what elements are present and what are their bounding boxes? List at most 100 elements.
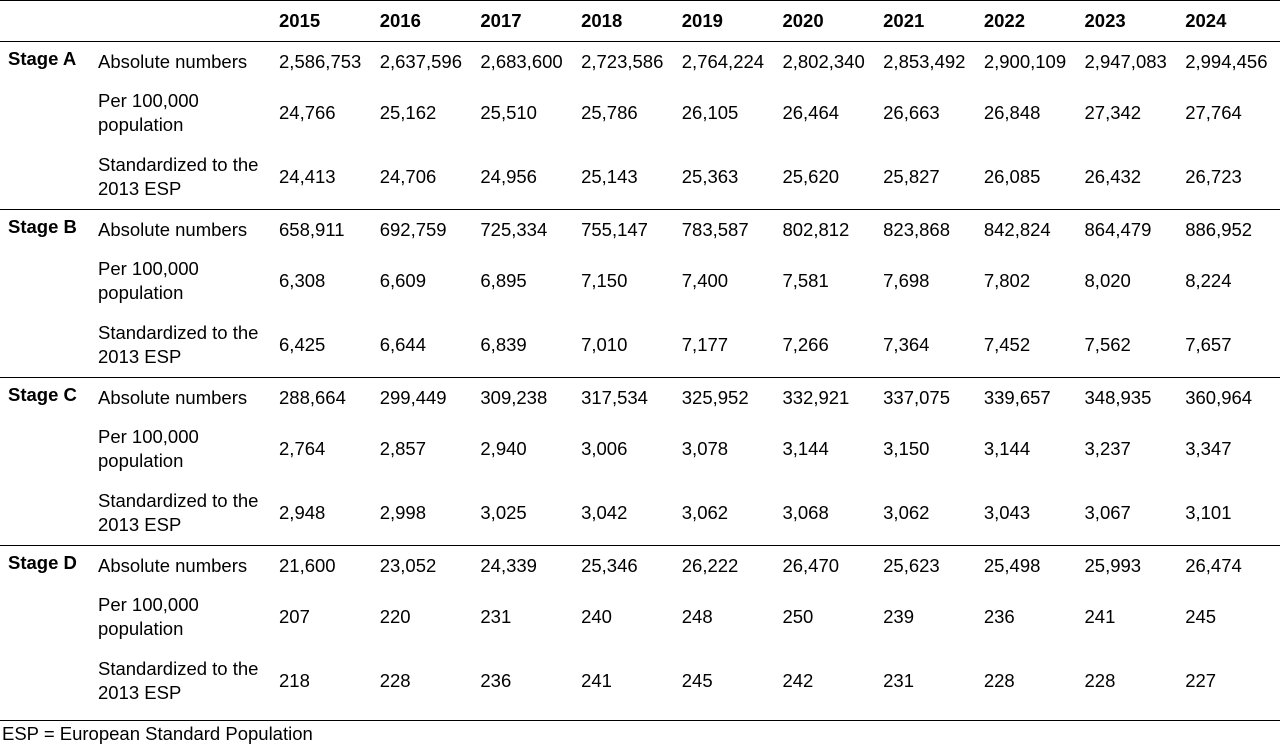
value-cell: 3,043 xyxy=(983,502,1031,523)
value-cell: 2,857 xyxy=(379,438,426,459)
value-cell: 337,075 xyxy=(877,377,978,417)
absolute-numbers-row: Stage D Absolute numbers 21,600 23,052 24,33… xyxy=(0,545,1280,585)
year-header-2023: 2023 xyxy=(1078,0,1180,42)
value-cell: 241 xyxy=(1084,606,1116,627)
value-cell: 8,224 xyxy=(1185,270,1232,291)
value-cell: 3,067 xyxy=(1084,502,1131,523)
value-cell: 218 xyxy=(279,670,310,691)
value-cell: 658,911 xyxy=(273,209,374,249)
value-cell: 802,812 xyxy=(776,209,878,249)
value-cell: 26,105 xyxy=(681,102,739,123)
value-cell: 228 xyxy=(379,670,411,691)
standardized-row: Standardized to the 2013 ESP 6,425 6,644 6,… xyxy=(0,313,1280,378)
per-100000-row: Per 100,000 population 6,308 6,609 6,895 7,1… xyxy=(0,249,1280,313)
year-header-2017: 2017 xyxy=(474,0,576,42)
value-cell: 25,510 xyxy=(480,102,537,123)
measure-label: Standardized to the 2013 ESP xyxy=(98,322,259,367)
value-cell: 317,534 xyxy=(575,377,676,417)
measure-label: Absolute numbers xyxy=(98,50,248,72)
value-cell: 8,020 xyxy=(1084,270,1131,291)
value-cell: 325,952 xyxy=(675,377,777,417)
value-cell: 2,764 xyxy=(279,438,326,459)
value-cell: 3,150 xyxy=(883,438,930,459)
value-cell: 7,452 xyxy=(983,334,1031,355)
value-cell: 207 xyxy=(279,606,310,627)
value-cell: 26,723 xyxy=(1185,166,1242,187)
value-cell: 3,144 xyxy=(782,438,829,459)
value-cell: 25,498 xyxy=(977,545,1079,585)
measure-column-header xyxy=(90,0,274,42)
stage-label xyxy=(0,481,90,546)
value-cell: 288,664 xyxy=(273,377,374,417)
measure-label: Standardized to the 2013 ESP xyxy=(98,154,259,199)
value-cell: 7,698 xyxy=(883,270,930,291)
value-cell: 26,474 xyxy=(1179,545,1280,585)
value-cell: 783,587 xyxy=(675,209,777,249)
stage-label xyxy=(0,249,90,313)
value-cell: 26,663 xyxy=(883,102,940,123)
value-cell: 25,620 xyxy=(782,166,840,187)
value-cell: 3,101 xyxy=(1185,502,1232,523)
year-header-2018: 2018 xyxy=(575,0,676,42)
header-row: 2015 2016 2017 2018 2019 2020 2021 2022 … xyxy=(0,0,1280,42)
value-cell: 842,824 xyxy=(977,209,1079,249)
absolute-numbers-row: Stage A Absolute numbers 2,586,753 2,637,59… xyxy=(0,42,1280,82)
stage-label xyxy=(0,585,90,649)
value-cell: 23,052 xyxy=(373,545,475,585)
stage-group: Stage A Absolute numbers 2,586,753 2,637,59… xyxy=(0,42,1280,210)
stage-label xyxy=(0,145,90,210)
year-header-2020: 2020 xyxy=(776,0,878,42)
value-cell: 25,346 xyxy=(575,545,676,585)
measure-label: Per 100,000 population xyxy=(98,90,199,135)
value-cell: 299,449 xyxy=(373,377,475,417)
value-cell: 886,952 xyxy=(1179,209,1280,249)
stage-column-header xyxy=(0,0,90,42)
value-cell: 2,683,600 xyxy=(480,50,563,72)
per-100000-row: Per 100,000 population 207 220 231 240 248 250… xyxy=(0,585,1280,649)
value-cell: 339,657 xyxy=(977,377,1079,417)
value-cell: 227 xyxy=(1185,670,1217,691)
value-cell: 24,956 xyxy=(480,166,537,187)
value-cell: 25,993 xyxy=(1078,545,1180,585)
value-cell: 6,425 xyxy=(279,334,326,355)
value-cell: 7,562 xyxy=(1084,334,1131,355)
value-cell: 7,010 xyxy=(581,334,628,355)
value-cell: 248 xyxy=(681,606,713,627)
value-cell: 26,222 xyxy=(675,545,777,585)
value-cell: 2,940 xyxy=(480,438,527,459)
value-cell: 240 xyxy=(581,606,612,627)
value-cell: 6,308 xyxy=(279,270,326,291)
year-header-2024: 2024 xyxy=(1179,0,1280,42)
value-cell: 823,868 xyxy=(877,209,978,249)
value-cell: 7,657 xyxy=(1185,334,1232,355)
value-cell: 242 xyxy=(782,670,814,691)
measure-label: Absolute numbers xyxy=(90,545,274,585)
value-cell: 25,786 xyxy=(581,102,638,123)
value-cell: 26,848 xyxy=(983,102,1041,123)
per-100000-row: Per 100,000 population 2,764 2,857 2,940 3,0… xyxy=(0,417,1280,481)
value-cell: 7,581 xyxy=(782,270,829,291)
value-cell: 3,144 xyxy=(983,438,1031,459)
value-cell: 27,342 xyxy=(1084,102,1142,123)
value-cell: 26,464 xyxy=(782,102,840,123)
table-bottom-rule xyxy=(0,720,1280,721)
value-cell: 2,723,586 xyxy=(581,50,664,72)
year-header-2021: 2021 xyxy=(877,0,978,42)
table-header: 2015 2016 2017 2018 2019 2020 2021 2022 … xyxy=(0,0,1280,42)
absolute-numbers-row: Stage B Absolute numbers 658,911 692,759 725… xyxy=(0,209,1280,249)
value-cell: 6,839 xyxy=(480,334,527,355)
value-cell: 228 xyxy=(1084,670,1116,691)
value-cell: 25,623 xyxy=(877,545,978,585)
stage-label: Stage B xyxy=(0,209,90,249)
value-cell: 2,853,492 xyxy=(883,50,966,72)
value-cell: 755,147 xyxy=(575,209,676,249)
value-cell: 24,339 xyxy=(474,545,576,585)
value-cell: 7,400 xyxy=(681,270,729,291)
value-cell: 231 xyxy=(480,606,512,627)
value-cell: 26,470 xyxy=(776,545,878,585)
stage-group: Stage C Absolute numbers 288,664 299,449 309… xyxy=(0,377,1280,546)
value-cell: 348,935 xyxy=(1078,377,1180,417)
value-cell: 250 xyxy=(782,606,814,627)
value-cell: 6,895 xyxy=(480,270,527,291)
measure-label: Absolute numbers xyxy=(90,377,274,417)
